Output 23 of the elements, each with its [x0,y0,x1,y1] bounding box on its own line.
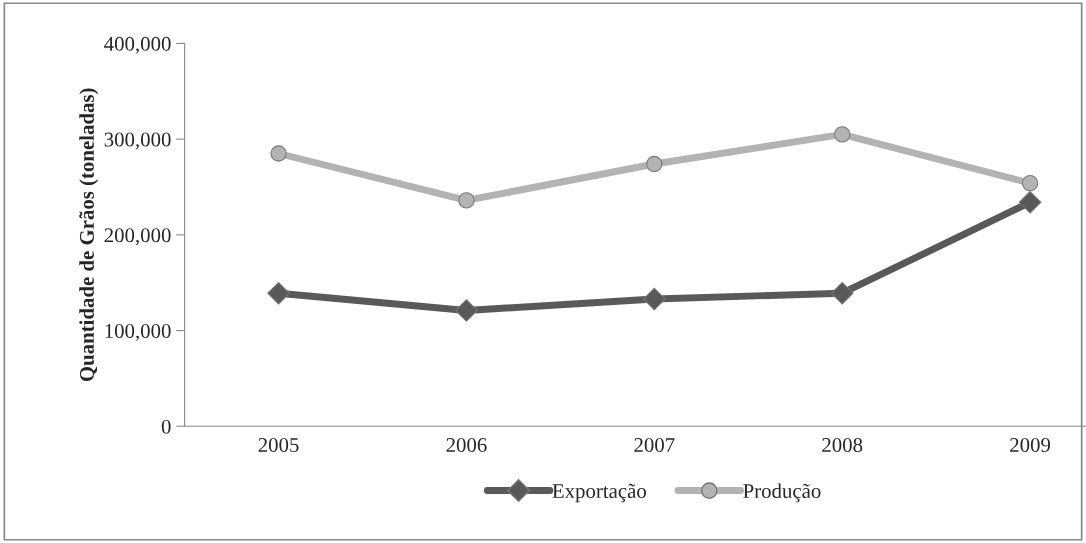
x-tick-label: 2008 [822,437,863,453]
y-tick-label: 100,000 [105,323,171,341]
x-tick-label: 2007 [634,437,675,453]
y-tick-label: 400,000 [104,36,171,54]
point [270,145,287,162]
y-tick-label: 200,000 [104,228,171,246]
x-tick-label: 2006 [446,437,487,453]
point [1018,190,1042,214]
point [267,281,290,305]
legend-label: Exportação [552,483,646,503]
y-axis-title: Quantidade de Grãos (toneladas) [79,88,99,382]
x-tick-label: 2009 [1010,437,1051,453]
point [1021,175,1039,192]
x-tick-label: 2005 [258,437,299,453]
point [830,281,854,305]
legend-label: Produção [743,483,821,503]
point [642,287,666,311]
point [834,126,851,143]
point [646,155,663,173]
point [455,299,478,322]
y-tick-label: 0 [161,419,171,434]
y-tick-label: 300,000 [104,132,171,150]
point [458,192,475,209]
